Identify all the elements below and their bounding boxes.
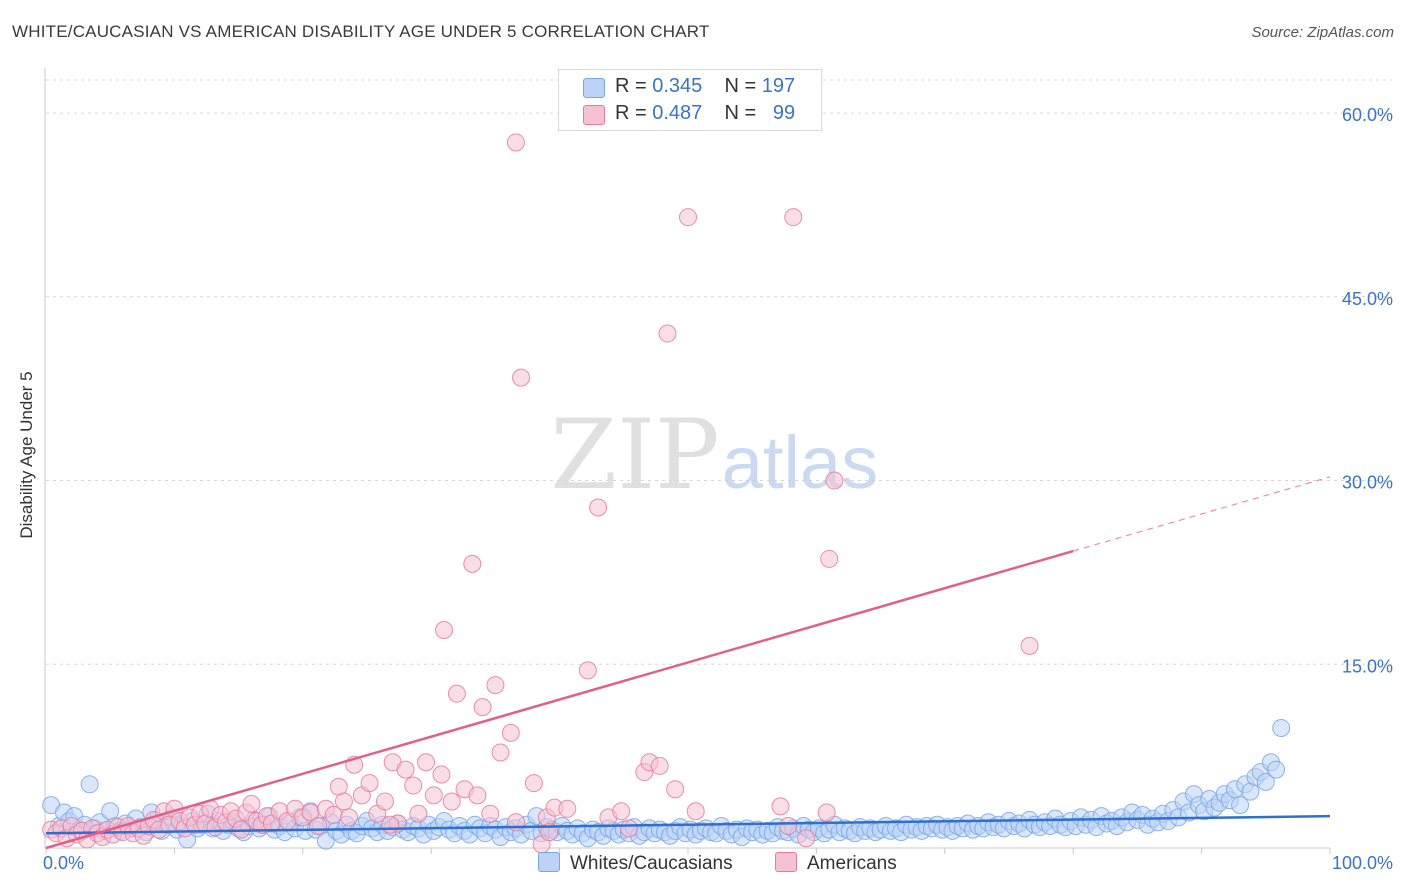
americans-point <box>558 799 577 818</box>
americans-point <box>447 684 466 703</box>
americans-point <box>486 676 505 695</box>
americans-point <box>797 829 816 848</box>
americans-point <box>404 776 423 795</box>
americans-point <box>506 133 525 152</box>
americans-point <box>817 803 836 822</box>
y-tick-label: 15.0% <box>1342 656 1393 676</box>
bottom-legend-label-whites: Whites/Caucasians <box>570 853 733 874</box>
trend-lines <box>45 476 1331 850</box>
y-tick-label: 45.0% <box>1342 289 1393 309</box>
bottom-legend-swatch-americans <box>775 852 797 872</box>
americans-point <box>463 554 482 573</box>
americans-point <box>417 753 436 772</box>
americans-point <box>779 816 798 835</box>
americans-point <box>650 756 669 775</box>
correlation-legend: R = 0.345 N = 197 R = 0.487 N = 99 <box>558 69 822 131</box>
americans-point <box>334 792 353 811</box>
bottom-legend-whites: Whites/Caucasians <box>538 852 733 875</box>
americans-point <box>589 498 608 517</box>
americans-point <box>242 794 261 813</box>
americans-point <box>473 698 492 717</box>
whites-point <box>1267 760 1286 779</box>
x-tick-label-max: 100.0% <box>1332 853 1393 873</box>
trend-line-americans-extension <box>1073 476 1331 552</box>
legend-n-value-whites: 197 <box>761 75 796 97</box>
americans-point <box>381 815 400 834</box>
trend-line-americans <box>45 549 1074 850</box>
bottom-legend-americans: Americans <box>775 852 897 875</box>
y-axis-title: Disability Age Under 5 <box>17 371 36 539</box>
axes <box>44 68 1331 854</box>
americans-point <box>468 786 487 805</box>
y-tick-label: 60.0% <box>1342 105 1393 125</box>
americans-point <box>435 620 454 639</box>
legend-n-label: N = <box>724 75 757 97</box>
series-americans-points <box>42 133 1039 854</box>
watermark-atlas: atlas <box>722 421 878 504</box>
americans-point <box>619 819 638 838</box>
watermark: ZIP atlas <box>550 399 878 511</box>
americans-point <box>409 804 428 823</box>
bottom-legend-label-americans: Americans <box>807 853 897 874</box>
americans-point <box>1020 636 1039 655</box>
americans-point <box>784 208 803 227</box>
x-tick-label-min: 0.0% <box>43 853 84 873</box>
americans-point <box>340 808 359 827</box>
americans-point <box>432 765 451 784</box>
americans-point <box>679 208 697 227</box>
americans-point <box>491 743 510 762</box>
americans-point <box>612 802 631 821</box>
legend-swatch-whites <box>583 78 605 98</box>
americans-point <box>501 723 520 742</box>
whites-point <box>1231 796 1250 815</box>
legend-n-label: N = <box>724 102 757 124</box>
gridlines <box>46 79 1392 665</box>
legend-r-label: R = <box>615 75 647 97</box>
americans-point <box>820 549 839 568</box>
bottom-legend-swatch-whites <box>538 852 560 872</box>
legend-r-value-americans: 0.487 <box>652 102 703 124</box>
whites-point <box>1256 772 1275 791</box>
whites-point <box>80 775 99 794</box>
x-tick-labels: 0.0% 100.0% <box>43 853 1393 873</box>
americans-point <box>424 786 443 805</box>
americans-point <box>686 802 705 821</box>
americans-point <box>481 804 500 823</box>
legend-r-value-whites: 0.345 <box>652 75 703 97</box>
watermark-zip: ZIP <box>550 399 719 511</box>
americans-point <box>442 792 461 811</box>
americans-point <box>524 774 543 793</box>
legend-n-value-americans: 99 <box>772 102 796 124</box>
trend-line-whites <box>45 814 1331 835</box>
americans-point <box>825 471 844 490</box>
y-tick-labels: 15.0% 30.0% 45.0% 60.0% <box>1342 105 1393 676</box>
legend-r-label: R = <box>615 102 647 124</box>
source-credit: Source: ZipAtlas.com <box>1251 24 1394 41</box>
americans-point <box>666 780 685 799</box>
americans-point <box>309 816 328 835</box>
legend-swatch-americans <box>583 105 605 125</box>
whites-point <box>1272 718 1291 737</box>
chart-title: WHITE/CAUCASIAN VS AMERICAN DISABILITY A… <box>12 22 710 41</box>
americans-point <box>771 797 790 816</box>
americans-point <box>578 661 597 680</box>
y-tick-label: 30.0% <box>1342 473 1393 493</box>
americans-point <box>512 368 531 387</box>
americans-point <box>658 324 677 343</box>
americans-point <box>375 792 394 811</box>
americans-point <box>360 774 379 793</box>
americans-point <box>396 760 415 779</box>
